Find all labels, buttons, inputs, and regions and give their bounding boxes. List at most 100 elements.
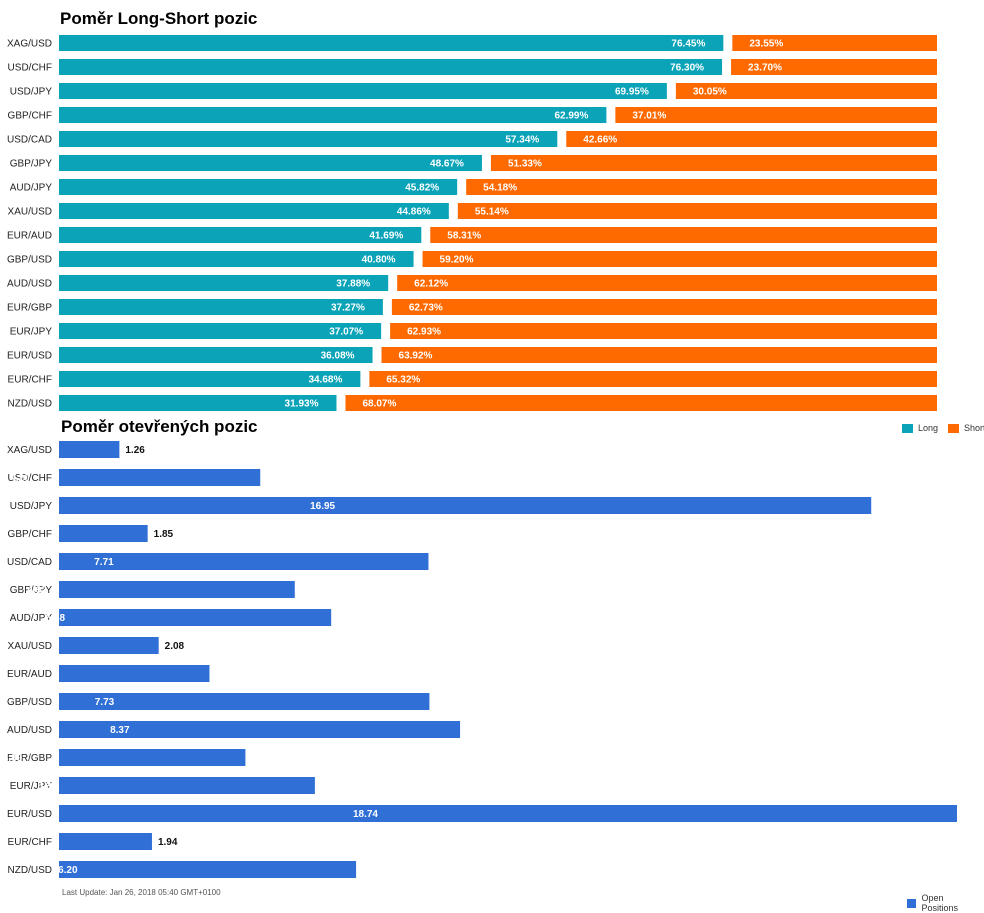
- short-value-label: 59.20%: [440, 255, 474, 266]
- open-positions-value-label: 7.71: [94, 557, 114, 568]
- short-bar: [369, 371, 937, 387]
- short-bar: [397, 275, 937, 291]
- long-value-label: 69.95%: [615, 87, 649, 98]
- long-short-chart: XAG/USD 76.45% 23.55% USD/CHF 76.30% 23.70% US…: [7, 35, 938, 411]
- long-value-label: 34.68%: [308, 375, 342, 386]
- open-positions-value-label: 18.74: [353, 809, 378, 820]
- open-positions-bar: [59, 693, 430, 710]
- short-bar: [390, 323, 937, 339]
- long-bar: [59, 395, 337, 411]
- short-value-label: 62.73%: [409, 303, 443, 314]
- long-value-label: 57.34%: [505, 135, 539, 146]
- long-value-label: 62.99%: [554, 111, 588, 122]
- category-label: XAG/USD: [7, 39, 52, 50]
- short-bar: [615, 107, 937, 123]
- last-update-text: Last Update: Jan 26, 2018 05:40 GMT+0100: [62, 888, 221, 897]
- long-bar: [59, 83, 667, 99]
- category-label: EUR/GBP: [7, 303, 52, 314]
- long-bar: [59, 371, 361, 387]
- open-positions-value-label: 5.68: [46, 613, 66, 624]
- chart-title-long-short: Poměr Long-Short pozic: [60, 9, 258, 28]
- long-value-label: 45.82%: [405, 183, 439, 194]
- short-value-label: 54.18%: [483, 183, 517, 194]
- long-bar: [59, 107, 607, 123]
- open-positions-value-label: 1.85: [154, 529, 174, 540]
- category-label: EUR/GBP: [7, 753, 52, 764]
- category-label: GBP/USD: [7, 697, 52, 708]
- open-positions-bar: [59, 861, 357, 878]
- legend-label-short: Short: [964, 423, 984, 433]
- long-bar: [59, 179, 458, 195]
- open-positions-bar: [59, 805, 957, 822]
- short-value-label: 65.32%: [386, 375, 420, 386]
- category-label: EUR/CHF: [8, 837, 52, 848]
- open-positions-value-label: 2.08: [165, 641, 185, 652]
- category-label: EUR/USD: [7, 809, 52, 820]
- category-label: EUR/CHF: [8, 375, 52, 386]
- open-positions-bar: [59, 665, 210, 682]
- category-label: AUD/USD: [7, 725, 52, 736]
- short-bar: [490, 155, 937, 171]
- open-positions-value-label: 4.92: [27, 585, 47, 596]
- legend-swatch-long: [902, 423, 913, 433]
- short-bar: [466, 179, 937, 195]
- short-bar: [381, 347, 938, 363]
- long-value-label: 41.69%: [369, 231, 403, 242]
- category-label: EUR/AUD: [7, 231, 52, 242]
- short-bar: [457, 203, 937, 219]
- long-bar: [59, 299, 383, 315]
- long-value-label: 37.07%: [329, 327, 363, 338]
- category-label: NZD/USD: [8, 865, 52, 876]
- short-value-label: 55.14%: [475, 207, 509, 218]
- open-positions-value-label: 8.37: [110, 725, 130, 736]
- short-value-label: 68.07%: [362, 399, 396, 410]
- category-label: GBP/CHF: [8, 529, 52, 540]
- chart-title-open-positions: Poměr otevřených pozic: [61, 417, 258, 436]
- open-positions-value-label: 3.14: [0, 669, 5, 680]
- short-value-label: 23.70%: [748, 63, 782, 74]
- long-value-label: 37.27%: [331, 303, 365, 314]
- long-value-label: 37.88%: [336, 279, 370, 290]
- short-bar: [391, 299, 937, 315]
- category-label: AUD/USD: [7, 279, 52, 290]
- category-label: AUD/JPY: [10, 613, 53, 624]
- short-bar: [422, 251, 937, 267]
- short-value-label: 42.66%: [583, 135, 617, 146]
- long-bar: [59, 59, 723, 75]
- category-label: EUR/JPY: [10, 781, 53, 792]
- category-label: GBP/JPY: [10, 159, 53, 170]
- short-value-label: 37.01%: [632, 111, 666, 122]
- open-positions-bar: [59, 833, 152, 850]
- short-bar: [430, 227, 937, 243]
- open-positions-bar: [59, 749, 246, 766]
- category-label: EUR/JPY: [10, 327, 53, 338]
- short-value-label: 62.93%: [407, 327, 441, 338]
- category-label: GBP/CHF: [8, 111, 52, 122]
- short-bar: [731, 59, 937, 75]
- open-positions-value-label: 7.73: [95, 697, 115, 708]
- category-label: GBP/JPY: [10, 585, 53, 596]
- category-label: EUR/USD: [7, 351, 52, 362]
- category-label: USD/JPY: [10, 87, 53, 98]
- long-value-label: 76.30%: [670, 63, 704, 74]
- short-value-label: 62.12%: [414, 279, 448, 290]
- long-bar: [59, 251, 414, 267]
- category-label: EUR/AUD: [7, 669, 52, 680]
- short-bar: [566, 131, 937, 147]
- category-label: USD/CHF: [8, 63, 52, 74]
- open-positions-value-label: 6.20: [58, 865, 78, 876]
- open-positions-bar: [59, 497, 872, 514]
- legend-item-long: Long: [902, 423, 938, 433]
- category-label: XAU/USD: [8, 207, 52, 218]
- category-label: NZD/USD: [8, 399, 52, 410]
- open-positions-bar: [59, 469, 261, 486]
- long-bar: [59, 227, 422, 243]
- open-positions-bar: [59, 777, 315, 794]
- long-bar: [59, 203, 449, 219]
- long-bar: [59, 155, 482, 171]
- long-bar: [59, 275, 389, 291]
- open-positions-bar: [59, 721, 461, 738]
- short-bar: [675, 83, 937, 99]
- category-label: USD/CAD: [7, 557, 52, 568]
